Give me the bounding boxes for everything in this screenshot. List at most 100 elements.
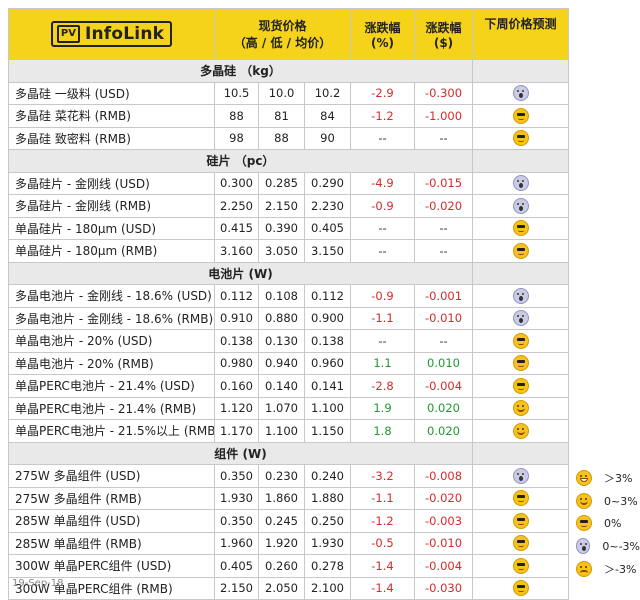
change-usd-unit: ($) <box>433 35 454 50</box>
product-name: 285W 单晶组件 (USD) <box>8 509 215 533</box>
table-row: 单晶电池片 - 20% (USD) 0.138 0.130 0.138 -- -- <box>8 329 569 353</box>
change-usd-title: 涨跌幅 <box>425 20 462 35</box>
price-low: 0.285 <box>258 171 305 195</box>
price-high: 0.910 <box>214 306 259 330</box>
forecast-cell <box>472 509 569 533</box>
change-usd: -- <box>414 329 473 353</box>
legend-item: ＞3% <box>574 468 640 488</box>
price-low: 3.050 <box>258 239 305 263</box>
change-pct: -1.2 <box>350 509 415 533</box>
product-name: 多晶硅 一级料 (USD) <box>8 81 215 105</box>
price-low: 0.390 <box>258 216 305 240</box>
legend-item: 0~-3% <box>574 536 640 556</box>
header-row: PV InfoLink 现货价格 （高 / 低 / 均价） 涨跌幅 (%) 涨跌… <box>8 8 569 60</box>
product-name: 285W 单晶组件 (RMB) <box>8 531 215 555</box>
forecast-cell <box>472 81 569 105</box>
legend-label: 0~-3% <box>602 539 640 553</box>
price-high: 0.980 <box>214 351 259 375</box>
change-usd: -0.010 <box>414 531 473 555</box>
change-pct: -0.5 <box>350 531 415 555</box>
table-row: 单晶PERC电池片 - 21.5%以上 (RMB) 1.170 1.100 1.150… <box>8 419 569 443</box>
change-usd: -0.020 <box>414 194 473 218</box>
change-usd: -- <box>414 239 473 263</box>
section-forecast-blank <box>472 149 569 173</box>
change-pct: -1.1 <box>350 486 415 510</box>
change-usd: -- <box>414 126 473 150</box>
cool-icon <box>512 580 529 597</box>
table-row: 285W 单晶组件 (RMB) 1.960 1.920 1.930 -0.5 -0.010 <box>8 531 569 555</box>
product-name: 单晶电池片 - 20% (RMB) <box>8 351 215 375</box>
product-name: 单晶硅片 - 180μm (USD) <box>8 216 215 240</box>
price-avg: 0.250 <box>304 509 351 533</box>
pv-logo-icon: PV <box>56 25 80 43</box>
price-low: 81 <box>258 104 305 128</box>
price-high: 0.112 <box>214 284 259 308</box>
price-table: PV InfoLink 现货价格 （高 / 低 / 均价） 涨跌幅 (%) 涨跌… <box>8 8 569 600</box>
price-avg: 1.880 <box>304 486 351 510</box>
cool-icon <box>576 515 592 531</box>
product-name: 单晶PERC电池片 - 21.4% (RMB) <box>8 396 215 420</box>
price-avg: 2.230 <box>304 194 351 218</box>
table-row: 多晶电池片 - 金刚线 - 18.6% (USD) 0.112 0.108 0.112… <box>8 284 569 308</box>
change-pct: -2.8 <box>350 374 415 398</box>
product-name: 单晶PERC电池片 - 21.4% (USD) <box>8 374 215 398</box>
spot-price-title: 现货价格 <box>258 19 307 33</box>
nervous-icon <box>576 561 592 577</box>
price-low: 0.108 <box>258 284 305 308</box>
change-usd: -0.004 <box>414 554 473 578</box>
product-name: 多晶硅片 - 金刚线 (USD) <box>8 171 215 195</box>
price-low: 10.0 <box>258 81 305 105</box>
change-usd: -0.008 <box>414 464 473 488</box>
price-avg: 90 <box>304 126 351 150</box>
brand-name: InfoLink <box>84 24 165 44</box>
cool-icon <box>512 107 529 124</box>
change-pct: -- <box>350 216 415 240</box>
legend-item: 0~3% <box>574 491 640 511</box>
product-name: 300W 单晶PERC组件 (USD) <box>8 554 215 578</box>
price-high: 0.138 <box>214 329 259 353</box>
forecast-cell <box>472 531 569 555</box>
forecast-cell <box>472 126 569 150</box>
product-name: 单晶电池片 - 20% (USD) <box>8 329 215 353</box>
product-name: 多晶电池片 - 金刚线 - 18.6% (USD) <box>8 284 215 308</box>
smile-icon <box>576 493 592 509</box>
forecast-cell <box>472 239 569 263</box>
forecast-cell <box>472 284 569 308</box>
spot-price-subtitle: （高 / 低 / 均价） <box>233 36 332 50</box>
table-row: 单晶硅片 - 180μm (USD) 0.415 0.390 0.405 -- -- <box>8 216 569 240</box>
change-pct: -1.2 <box>350 104 415 128</box>
price-high: 1.930 <box>214 486 259 510</box>
cool-icon <box>512 130 529 147</box>
product-name: 单晶硅片 - 180μm (RMB) <box>8 239 215 263</box>
price-avg: 10.2 <box>304 81 351 105</box>
spot-price-header: 现货价格 （高 / 低 / 均价） <box>214 8 351 60</box>
legend-item: ＞-3% <box>574 559 640 579</box>
change-usd-header: 涨跌幅 ($) <box>414 8 473 60</box>
table-row: 多晶硅 菜花料 (RMB) 88 81 84 -1.2 -1.000 <box>8 104 569 128</box>
change-usd: -0.003 <box>414 509 473 533</box>
change-pct: 1.1 <box>350 351 415 375</box>
section-forecast-blank <box>472 59 569 83</box>
product-name: 多晶硅 致密料 (RMB) <box>8 126 215 150</box>
smile-icon <box>512 422 529 439</box>
price-avg: 1.100 <box>304 396 351 420</box>
table-row: 单晶电池片 - 20% (RMB) 0.980 0.940 0.960 1.1 0.010 <box>8 351 569 375</box>
scream-icon <box>512 287 529 304</box>
scream-icon <box>512 197 529 214</box>
price-low: 0.245 <box>258 509 305 533</box>
forecast-cell <box>472 104 569 128</box>
price-low: 1.860 <box>258 486 305 510</box>
product-name: 多晶硅片 - 金刚线 (RMB) <box>8 194 215 218</box>
cool-icon <box>512 242 529 259</box>
scream-icon <box>576 538 591 554</box>
section-title: 电池片 (W) <box>8 261 473 285</box>
forecast-cell <box>472 329 569 353</box>
price-avg: 0.240 <box>304 464 351 488</box>
table-row: 275W 多晶组件 (RMB) 1.930 1.860 1.880 -1.1 -0.020 <box>8 486 569 510</box>
price-avg: 0.290 <box>304 171 351 195</box>
forecast-cell <box>472 576 569 600</box>
product-name: 单晶PERC电池片 - 21.5%以上 (RMB) <box>8 419 215 443</box>
price-high: 3.160 <box>214 239 259 263</box>
section-forecast-blank <box>472 441 569 465</box>
